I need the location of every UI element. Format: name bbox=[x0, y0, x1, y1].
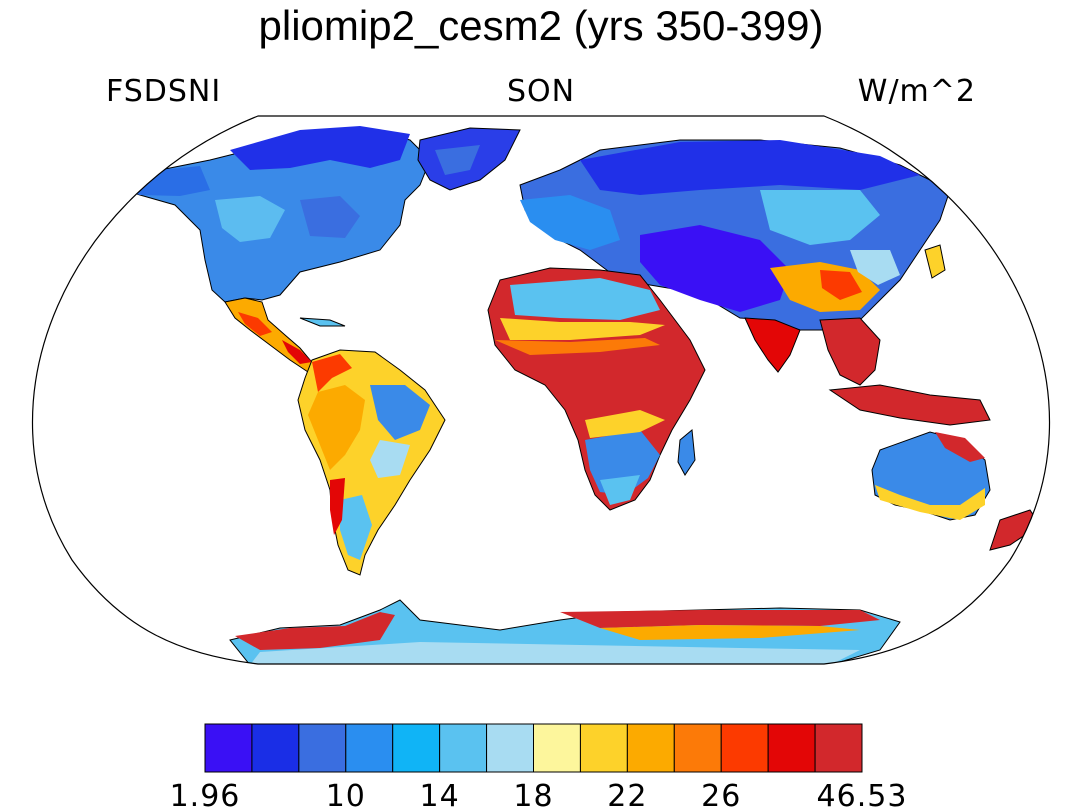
colorbar-tick-label: 14 bbox=[420, 779, 460, 812]
antarctica-orange-field bbox=[600, 625, 860, 640]
colorbar-swatch bbox=[579, 723, 628, 773]
land-fields bbox=[116, 126, 1041, 664]
colorbar-swatch bbox=[204, 723, 253, 773]
sa-light-field bbox=[370, 440, 410, 478]
japan-land bbox=[924, 244, 946, 279]
madagascar-land bbox=[677, 429, 696, 476]
siberia-field bbox=[580, 140, 920, 195]
colorbar-tick-label: 18 bbox=[513, 779, 553, 812]
sahel-orange-field bbox=[495, 338, 660, 355]
colorbar-tick-label: 1.96 bbox=[170, 779, 241, 812]
sa-red-field-west bbox=[330, 478, 345, 535]
canada-arctic-field bbox=[230, 126, 410, 170]
sahara-field bbox=[510, 278, 660, 320]
greenland-light-field bbox=[435, 145, 480, 175]
colorbar-swatch bbox=[533, 723, 581, 773]
colorbar-swatch bbox=[720, 723, 769, 773]
variable-label: FSDSNI bbox=[106, 74, 222, 109]
colorbar-swatch bbox=[814, 723, 863, 773]
colorbar-tick-label: 46.53 bbox=[817, 779, 908, 812]
colorbar-tick-label: 10 bbox=[326, 779, 366, 812]
australia-red-field bbox=[935, 432, 985, 462]
india-land bbox=[744, 317, 801, 373]
map-border bbox=[31, 115, 1051, 665]
europe-field bbox=[520, 195, 620, 250]
colorbar-tick-label: 26 bbox=[701, 779, 741, 812]
sahel-yellow-field bbox=[500, 318, 665, 340]
antarctica-light-field bbox=[250, 642, 860, 664]
colorbar-swatch bbox=[298, 723, 347, 773]
antarctic-peninsula-field bbox=[235, 612, 395, 650]
central-asia-field bbox=[760, 190, 880, 245]
colorbar-swatch bbox=[345, 723, 394, 773]
australia-yellow-field bbox=[875, 485, 985, 520]
colorbar-swatch bbox=[767, 723, 816, 773]
season-label: SON bbox=[506, 74, 576, 109]
indochina-land bbox=[819, 317, 881, 386]
sa-blue-field bbox=[370, 385, 430, 440]
indonesia-land bbox=[828, 384, 991, 426]
southern-africa-field bbox=[585, 430, 660, 495]
units-label: W/m^2 bbox=[857, 74, 976, 109]
africa-yellow-band bbox=[585, 410, 665, 438]
mexico-red-field bbox=[238, 312, 272, 336]
colorbar-swatch bbox=[626, 723, 675, 773]
sa-orange-field bbox=[308, 385, 365, 470]
antarctica-red-field bbox=[560, 610, 880, 628]
colorbar: 1.96 10 14 18 22 26 46.53 bbox=[170, 723, 908, 812]
central-america-red-field bbox=[282, 340, 312, 364]
colorbar-swatch bbox=[486, 723, 535, 773]
china-red-field bbox=[820, 270, 862, 300]
sa-patagonia-field bbox=[340, 495, 372, 560]
colorbar-swatch bbox=[251, 723, 300, 773]
colorbar-tick-label: 22 bbox=[607, 779, 647, 812]
colorbar-swatch bbox=[673, 723, 722, 773]
canada-light-field bbox=[215, 196, 285, 242]
map-title: pliomip2_cesm2 (yrs 350-399) bbox=[258, 2, 824, 49]
south-africa-light-field bbox=[600, 475, 640, 505]
sa-red-field-north bbox=[312, 354, 352, 392]
colorbar-swatch bbox=[439, 723, 488, 773]
middle-east-field bbox=[640, 225, 790, 312]
mongolia-field bbox=[850, 250, 900, 285]
colorbar-swatch bbox=[392, 723, 441, 773]
cuba-land bbox=[299, 317, 346, 327]
hudson-field bbox=[300, 196, 360, 238]
